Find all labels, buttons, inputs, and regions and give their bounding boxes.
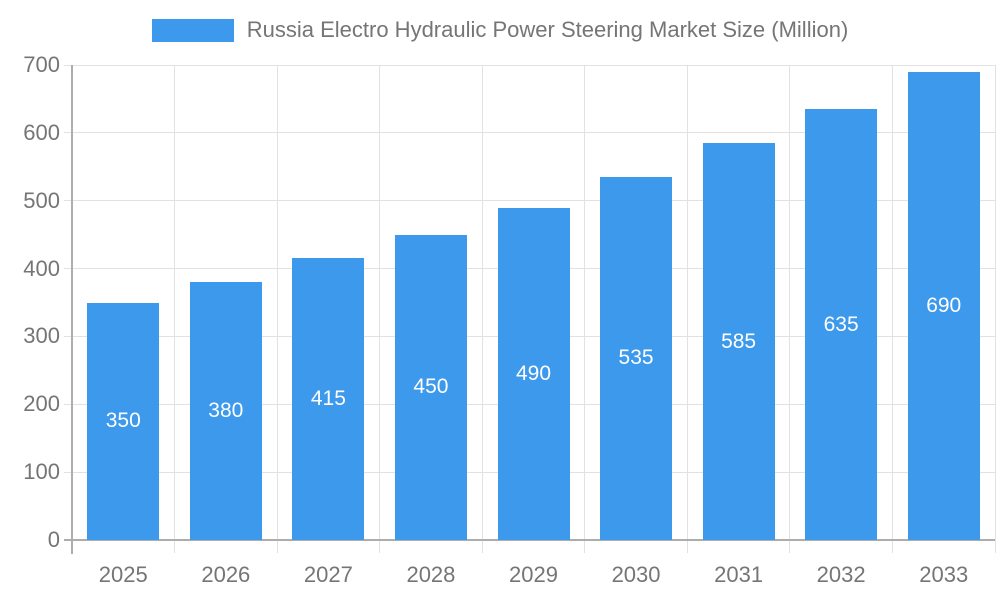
bar-value-label: 690 <box>926 293 962 317</box>
gridline <box>72 200 995 202</box>
x-axis-label: 2025 <box>98 562 148 587</box>
y-tick <box>64 200 72 202</box>
bar-value-label: 380 <box>208 399 244 423</box>
bar-value-label: 450 <box>413 375 449 399</box>
bar[interactable] <box>702 143 775 540</box>
y-tick <box>64 64 72 66</box>
y-axis-label: 600 <box>23 119 60 145</box>
x-axis-label: 2033 <box>919 562 969 587</box>
bar[interactable] <box>87 302 160 540</box>
gridline <box>72 132 995 134</box>
bar[interactable] <box>189 282 262 540</box>
y-axis-label: 0 <box>47 527 60 552</box>
x-tick <box>686 540 688 553</box>
bar[interactable] <box>292 258 365 540</box>
x-axis-label: 2026 <box>201 562 251 587</box>
x-axis-label: 2031 <box>714 562 764 587</box>
y-axis-label: 400 <box>23 255 60 281</box>
bar[interactable] <box>497 207 570 540</box>
gridline <box>789 65 791 540</box>
gridline <box>276 65 278 540</box>
x-axis-label: 2029 <box>509 562 558 587</box>
x-tick <box>584 540 586 553</box>
y-axis-label: 100 <box>23 459 60 485</box>
x-tick <box>994 540 996 553</box>
bar-value-label: 490 <box>515 361 552 385</box>
y-tick <box>64 335 72 337</box>
bar[interactable] <box>907 71 980 540</box>
legend-label: Russia Electro Hydraulic Power Steering … <box>246 17 849 42</box>
x-tick <box>891 540 893 553</box>
bar-value-label: 415 <box>310 387 346 411</box>
x-axis-label: 2032 <box>816 562 866 587</box>
bar-value-label: 585 <box>721 329 757 353</box>
x-tick <box>174 540 176 553</box>
x-axis-label: 2028 <box>406 562 456 587</box>
y-tick <box>64 403 72 405</box>
bar-value-label: 350 <box>105 409 141 433</box>
x-tick <box>789 540 791 553</box>
legend-swatch <box>151 18 234 42</box>
bar[interactable] <box>805 109 878 540</box>
gridline <box>174 65 176 540</box>
gridline <box>481 65 483 540</box>
x-axis-label: 2027 <box>303 562 353 587</box>
y-tick <box>64 268 72 270</box>
y-axis-label: 700 <box>23 52 60 77</box>
y-axis-label: 500 <box>23 187 60 213</box>
gridline <box>584 65 586 540</box>
x-tick <box>276 540 278 553</box>
gridline <box>379 65 381 540</box>
bar[interactable] <box>394 234 467 540</box>
bar[interactable] <box>600 176 673 540</box>
x-tick <box>379 540 381 553</box>
gridline <box>72 64 995 66</box>
x-tick <box>481 540 483 553</box>
y-tick <box>64 471 72 473</box>
gridline <box>891 65 893 540</box>
gridline <box>994 65 996 540</box>
x-axis-label: 2030 <box>611 562 661 587</box>
bar-value-label: 635 <box>823 312 859 336</box>
y-axis <box>71 65 73 554</box>
y-axis-label: 300 <box>23 323 60 349</box>
legend[interactable]: Russia Electro Hydraulic Power Steering … <box>0 17 1000 43</box>
x-axis <box>64 539 995 541</box>
bar-value-label: 535 <box>618 346 654 370</box>
gridline <box>686 65 688 540</box>
y-axis-label: 200 <box>23 391 60 417</box>
y-tick <box>64 132 72 134</box>
